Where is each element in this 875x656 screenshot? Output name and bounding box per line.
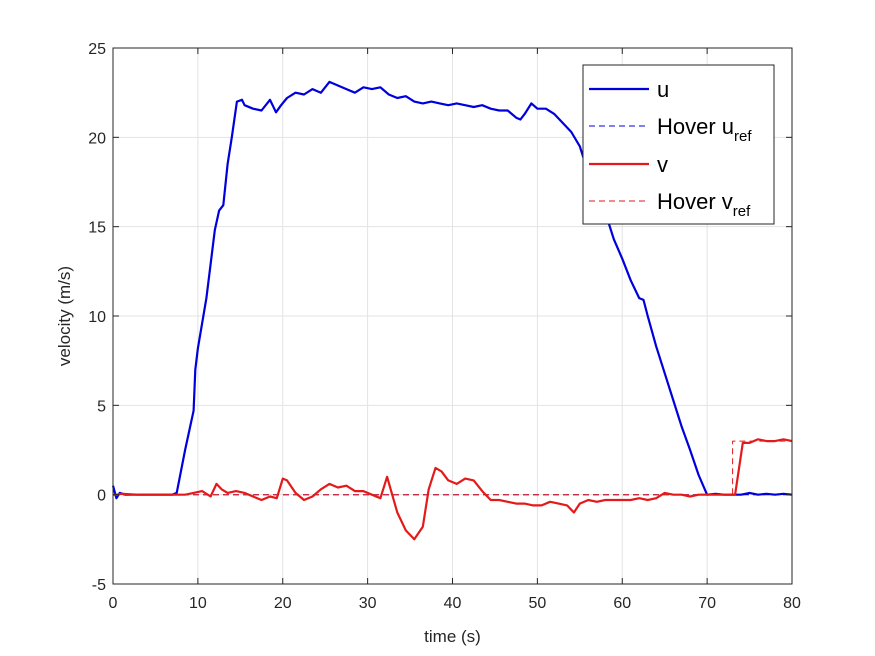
x-tick-label: 50 (528, 595, 546, 612)
x-tick-label: 70 (698, 595, 716, 612)
tick-marks (112, 47, 793, 585)
series-u-line (111, 80, 793, 500)
x-tick-label: 20 (274, 595, 292, 612)
y-tick-label: 10 (88, 309, 106, 326)
x-tick-label: 60 (613, 595, 631, 612)
legend-label-subscript: ref (733, 203, 751, 220)
y-axis-label: velocity (m/s) (55, 266, 74, 366)
series-layer (111, 80, 793, 541)
x-tick-label: 40 (444, 595, 462, 612)
legend-label-main: v (657, 152, 668, 177)
y-tick-label: 25 (88, 41, 106, 58)
legend-label-main: Hover v (657, 189, 733, 214)
y-tick-label: 0 (97, 488, 106, 505)
legend-label-main: u (657, 77, 669, 102)
y-tick-label: 20 (88, 130, 106, 147)
y-tick-label: -5 (92, 577, 106, 594)
legend-label-subscript: ref (734, 128, 752, 145)
y-tick-label: 15 (88, 220, 106, 237)
x-tick-label: 0 (109, 595, 118, 612)
x-tick-label: 10 (189, 595, 207, 612)
legend-box (582, 64, 775, 225)
y-tick-label: 5 (97, 398, 106, 415)
legend-label: v (657, 152, 668, 177)
x-tick-label: 80 (783, 595, 801, 612)
series-v-line (113, 438, 793, 541)
legend-label: Hover uref (657, 114, 752, 145)
x-tick-label: 30 (359, 595, 377, 612)
legend-label: u (657, 77, 669, 102)
legend-label-main: Hover u (657, 114, 734, 139)
x-axis-label: time (s) (424, 627, 481, 646)
legend-label: Hover vref (657, 189, 751, 220)
